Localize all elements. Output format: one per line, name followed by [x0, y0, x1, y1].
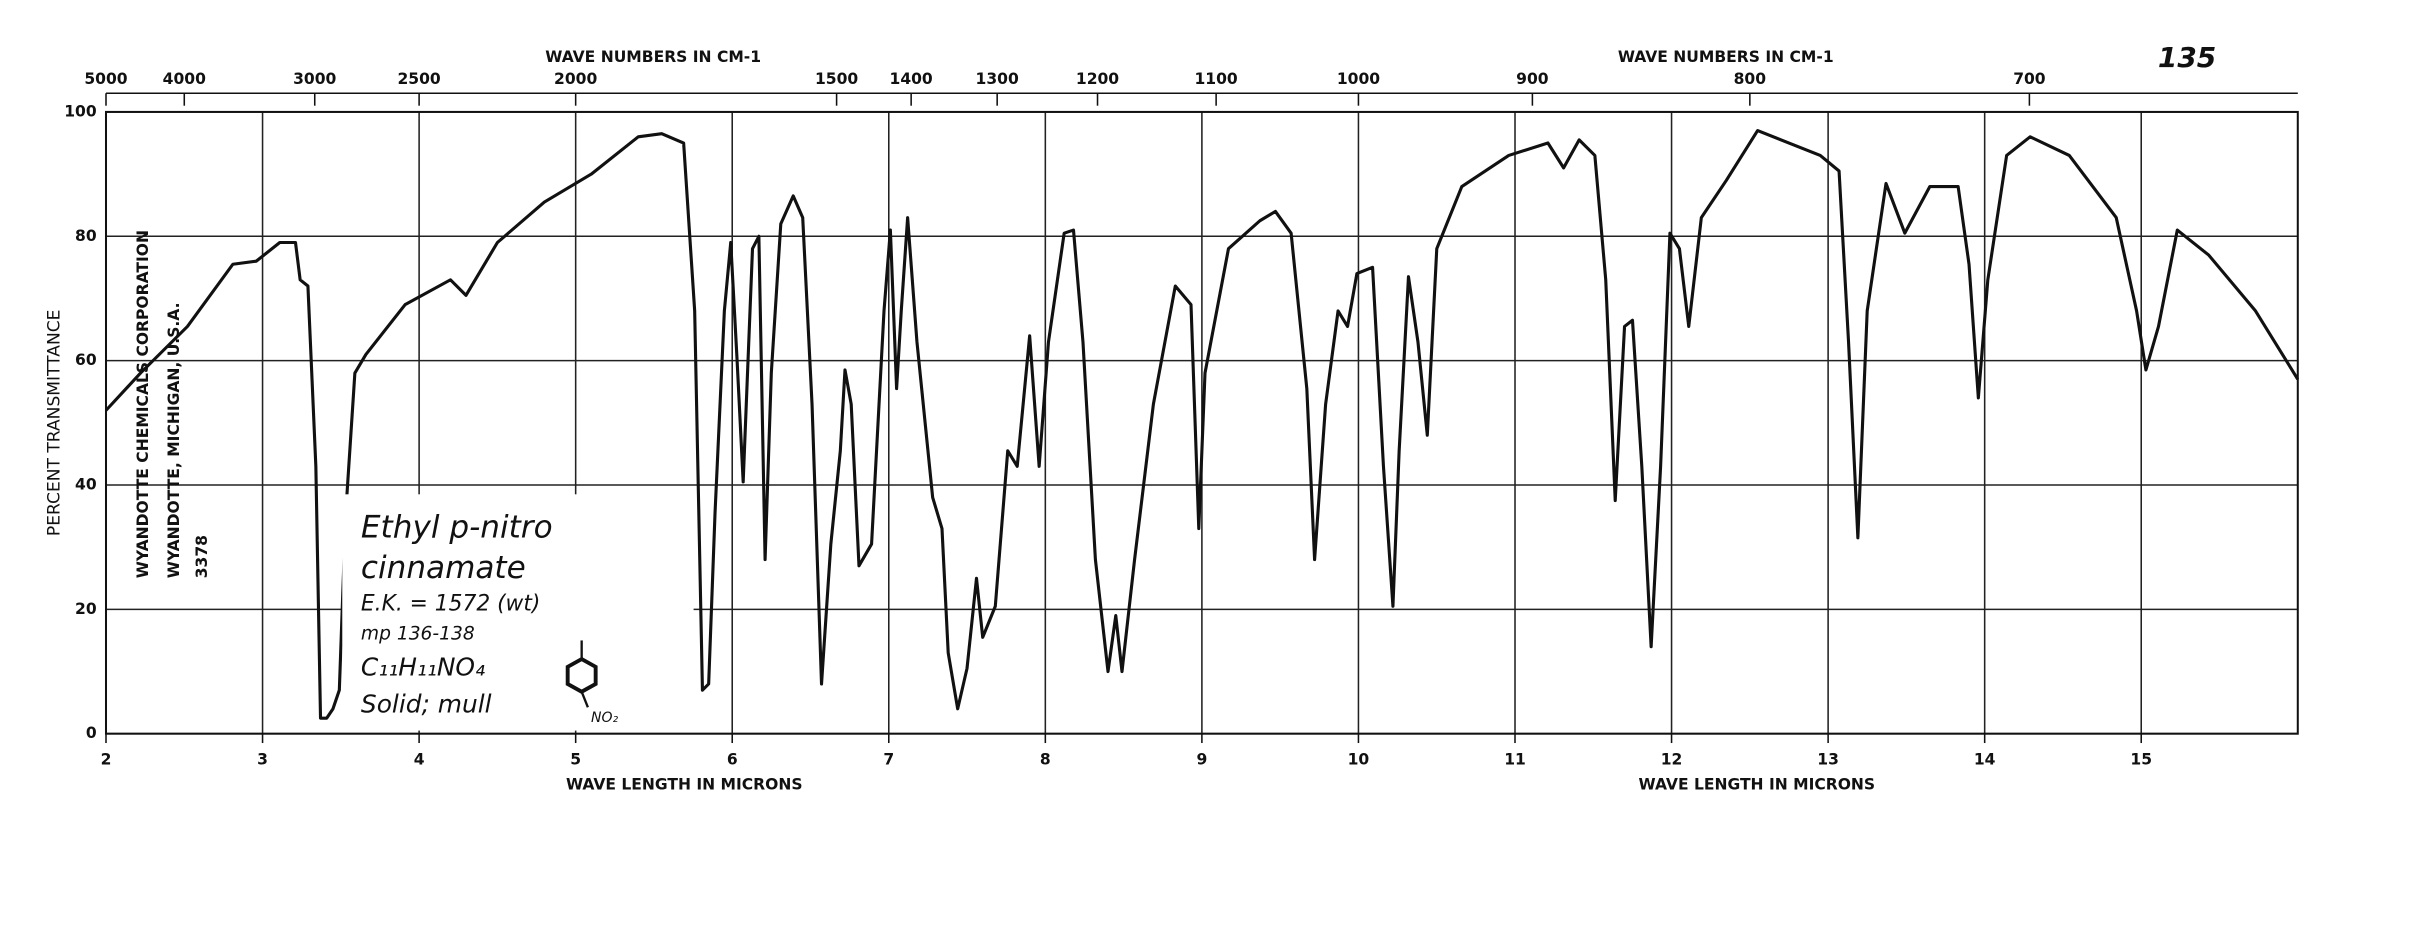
- structure-bond: [580, 691, 589, 708]
- x2-tick-label: 1400: [890, 70, 933, 88]
- x2-tick-label: 1000: [1337, 70, 1380, 88]
- annotation-box: [342, 494, 694, 731]
- x2-axis-label: WAVE NUMBERS IN CM-1: [545, 48, 761, 66]
- annotation: E.K. = 1572 (wt): [361, 592, 540, 617]
- x2-tick-label: 1100: [1195, 70, 1238, 88]
- y-tick-label: 0: [86, 724, 97, 742]
- x-tick-label: 15: [2130, 751, 2152, 769]
- annotation: mp 136-138: [361, 624, 475, 645]
- x2-tick-label: 1500: [815, 70, 858, 88]
- x-tick-label: 9: [1196, 751, 1207, 769]
- y-tick-label: 60: [75, 351, 97, 369]
- x-tick-label: 13: [1817, 751, 1839, 769]
- x2-axis-label: WAVE NUMBERS IN CM-1: [1618, 48, 1834, 66]
- x-tick-label: 8: [1040, 751, 1051, 769]
- x2-tick-label: 1200: [1076, 70, 1119, 88]
- publisher: 3378: [193, 535, 211, 578]
- x2-tick-label: 700: [2013, 70, 2046, 88]
- x2-tick-label: 2500: [397, 70, 440, 88]
- marks: [104, 129, 2300, 720]
- spectrum-line: [104, 129, 2300, 720]
- x2-tick-label: 5000: [84, 70, 127, 88]
- y-axis-label: PERCENT TRANSMITTANCE: [45, 310, 65, 537]
- annotation: cinnamate: [361, 550, 526, 586]
- x-axis-label: WAVE LENGTH IN MICRONS: [566, 776, 803, 794]
- x-axis-label: WAVE LENGTH IN MICRONS: [1639, 776, 1876, 794]
- x-tick-label: 10: [1348, 751, 1370, 769]
- annotation: Ethyl p-nitro: [361, 510, 553, 546]
- x2-tick-label: 4000: [163, 70, 206, 88]
- x-tick-label: 2: [101, 751, 112, 769]
- annotation: C₁₁H₁₁NO₄: [361, 652, 485, 681]
- x-tick-label: 3: [257, 751, 268, 769]
- x2-tick-label: 900: [1516, 70, 1549, 88]
- plot-frame: [104, 110, 2299, 735]
- x-tick-label: 12: [1661, 751, 1683, 769]
- x-tick-label: 14: [1974, 751, 1996, 769]
- x-tick-label: 4: [414, 751, 425, 769]
- x2-tick-label: 1300: [976, 70, 1019, 88]
- x-tick-label: 11: [1504, 751, 1526, 769]
- annotation: Solid; mull: [361, 690, 492, 719]
- x2-tick-label: 800: [1734, 70, 1767, 88]
- page-number: 135: [2158, 41, 2216, 74]
- annotation: NO₂: [591, 710, 618, 726]
- y-tick-label: 40: [75, 475, 97, 493]
- x-tick-label: 5: [570, 751, 581, 769]
- y-tick-label: 100: [64, 102, 97, 120]
- y-tick-label: 80: [75, 227, 97, 245]
- y-tick-label: 20: [75, 600, 97, 618]
- publisher: WYANDOTTE CHEMICALS CORPORATION: [134, 230, 152, 578]
- x2-tick-label: 3000: [293, 70, 336, 88]
- publisher: WYANDOTTE, MICHIGAN, U.S.A.: [165, 302, 183, 578]
- x-tick-label: 6: [727, 751, 738, 769]
- x-tick-label: 7: [883, 751, 894, 769]
- x2-tick-label: 2000: [554, 70, 597, 88]
